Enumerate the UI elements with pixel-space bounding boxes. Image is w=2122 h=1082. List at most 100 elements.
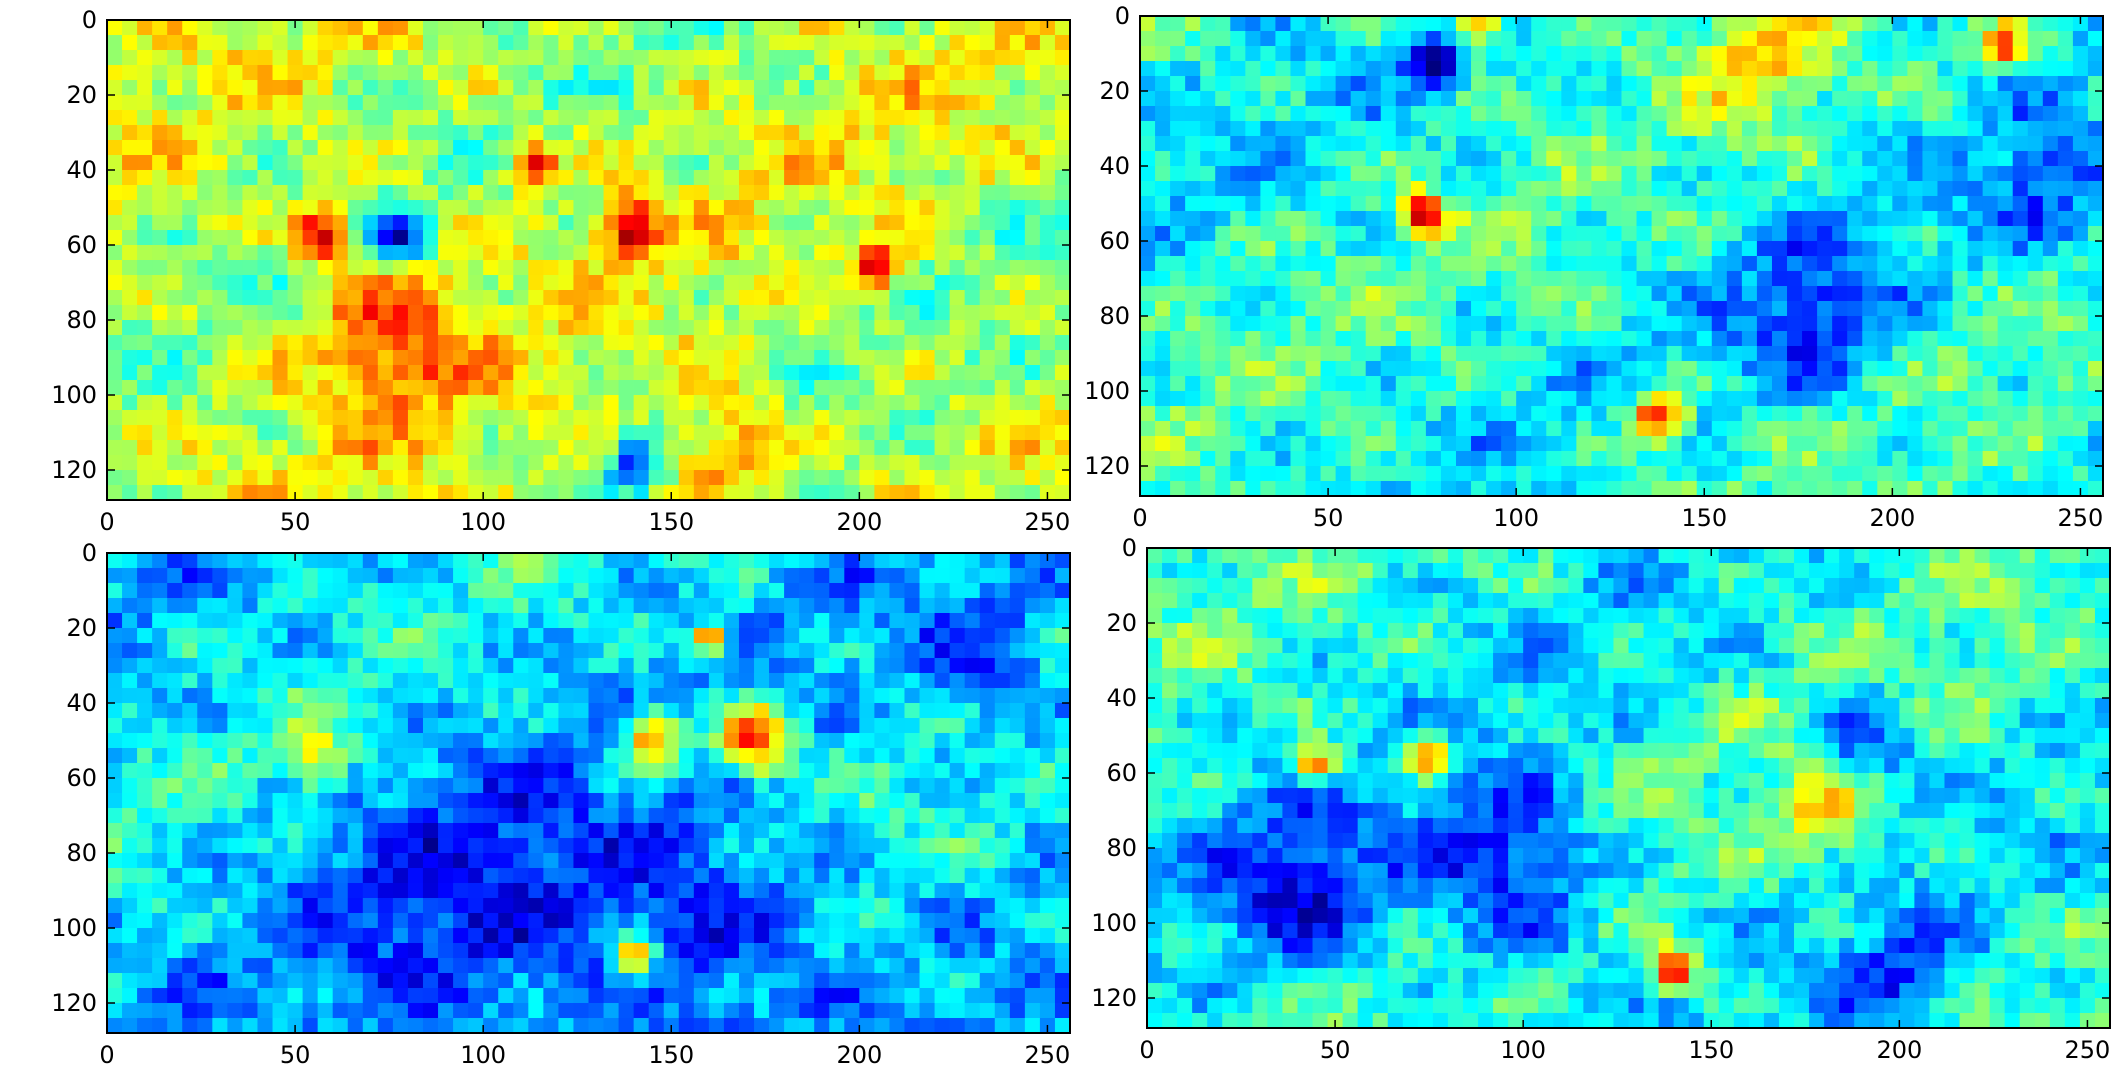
heatmap-cell bbox=[167, 245, 183, 261]
heatmap-cell bbox=[904, 395, 921, 411]
heatmap-cell bbox=[197, 20, 213, 36]
heatmap-cell bbox=[2027, 181, 2044, 197]
heatmap-cell bbox=[904, 335, 921, 351]
heatmap-cell bbox=[468, 140, 484, 156]
heatmap-cell bbox=[498, 380, 514, 396]
heatmap-cell bbox=[1681, 211, 1698, 227]
heatmap-cell bbox=[934, 673, 951, 689]
heatmap-cell bbox=[2057, 121, 2074, 137]
heatmap-cell bbox=[633, 643, 650, 659]
heatmap-cell bbox=[1305, 181, 1322, 197]
heatmap-cell bbox=[1606, 436, 1623, 452]
heatmap-cell bbox=[137, 485, 153, 501]
heatmap-cell bbox=[453, 733, 469, 749]
heatmap-cell bbox=[1922, 301, 1939, 317]
heatmap-cell bbox=[1756, 451, 1773, 467]
heatmap-cell bbox=[1741, 361, 1758, 377]
heatmap-cell bbox=[844, 485, 860, 501]
heatmap-cell bbox=[1350, 226, 1367, 242]
heatmap-cell bbox=[678, 140, 695, 156]
heatmap-cell bbox=[1320, 241, 1337, 257]
heatmap-cell bbox=[2027, 256, 2044, 272]
heatmap-cell bbox=[1907, 91, 1924, 107]
heatmap-cell bbox=[498, 185, 514, 201]
heatmap-cell bbox=[272, 658, 289, 674]
heatmap-cell bbox=[1290, 436, 1307, 452]
heatmap-cell bbox=[1922, 421, 1939, 437]
heatmap-cell bbox=[468, 125, 484, 141]
y-tick-label: 40 bbox=[1099, 152, 1130, 180]
heatmap-cell bbox=[1024, 568, 1041, 584]
heatmap-cell bbox=[362, 583, 379, 599]
heatmap-cell bbox=[693, 290, 710, 306]
heatmap-cell bbox=[453, 260, 469, 276]
heatmap-cell bbox=[152, 733, 168, 749]
heatmap-cell bbox=[197, 703, 213, 719]
heatmap-cell bbox=[317, 425, 334, 441]
heatmap-cell bbox=[257, 718, 274, 734]
heatmap-cell bbox=[1877, 166, 1893, 182]
heatmap-cell bbox=[1009, 365, 1026, 381]
heatmap-cell bbox=[874, 470, 891, 486]
heatmap-cell bbox=[107, 410, 123, 426]
heatmap-cell bbox=[407, 688, 424, 704]
heatmap-cell bbox=[377, 440, 394, 456]
heatmap-cell bbox=[1711, 421, 1728, 437]
heatmap-cell bbox=[1305, 61, 1322, 77]
heatmap-cell bbox=[422, 185, 439, 201]
heatmap-cell bbox=[1380, 256, 1397, 272]
heatmap-cell bbox=[738, 50, 755, 66]
heatmap-cell bbox=[227, 410, 244, 426]
heatmap-cell bbox=[167, 35, 183, 51]
heatmap-cell bbox=[1787, 481, 1803, 497]
heatmap-cell bbox=[603, 140, 620, 156]
heatmap-cell bbox=[1054, 628, 1071, 644]
heatmap-cell bbox=[2057, 316, 2074, 332]
heatmap-cell bbox=[122, 170, 138, 186]
heatmap-cell bbox=[1395, 466, 1412, 482]
heatmap-cell bbox=[994, 568, 1011, 584]
heatmap-cell bbox=[483, 305, 499, 321]
heatmap-cell bbox=[1024, 260, 1041, 276]
heatmap-cell bbox=[2072, 406, 2089, 422]
heatmap-cell bbox=[392, 215, 409, 231]
heatmap-cell bbox=[558, 125, 575, 141]
heatmap-cell bbox=[1260, 436, 1277, 452]
heatmap-cell bbox=[1275, 211, 1292, 227]
heatmap-cell bbox=[769, 200, 785, 216]
heatmap-cell bbox=[648, 365, 665, 381]
heatmap-cell bbox=[1140, 361, 1156, 377]
heatmap-cell bbox=[2057, 391, 2074, 407]
heatmap-cell bbox=[1140, 121, 1156, 137]
heatmap-cell bbox=[1024, 140, 1041, 156]
heatmap-cell bbox=[769, 703, 785, 719]
heatmap-cell bbox=[919, 718, 936, 734]
heatmap-cell bbox=[332, 305, 349, 321]
heatmap-cell bbox=[1546, 301, 1562, 317]
heatmap-cell bbox=[844, 185, 860, 201]
heatmap-cell bbox=[1170, 301, 1186, 317]
heatmap-cell bbox=[1741, 181, 1758, 197]
heatmap-cell bbox=[1967, 106, 1984, 122]
heatmap-cell bbox=[1832, 331, 1848, 347]
heatmap-cell bbox=[1681, 136, 1698, 152]
heatmap-cell bbox=[1320, 226, 1337, 242]
heatmap-cell bbox=[332, 365, 349, 381]
heatmap-cell bbox=[603, 245, 620, 261]
heatmap-cell bbox=[814, 80, 830, 96]
heatmap-cell bbox=[498, 155, 514, 171]
heatmap-cell bbox=[1471, 16, 1487, 32]
heatmap-cell bbox=[302, 350, 319, 366]
heatmap-cell bbox=[2057, 241, 2074, 257]
heatmap-cell bbox=[769, 80, 785, 96]
heatmap-cell bbox=[1440, 46, 1457, 62]
heatmap-cell bbox=[1922, 136, 1939, 152]
heatmap-cell bbox=[1380, 391, 1397, 407]
heatmap-cell bbox=[1606, 346, 1623, 362]
heatmap-cell bbox=[1260, 226, 1277, 242]
heatmap-cell bbox=[407, 598, 424, 614]
heatmap-cell bbox=[543, 35, 560, 51]
heatmap-cell bbox=[1771, 46, 1788, 62]
heatmap-cell bbox=[1215, 226, 1231, 242]
